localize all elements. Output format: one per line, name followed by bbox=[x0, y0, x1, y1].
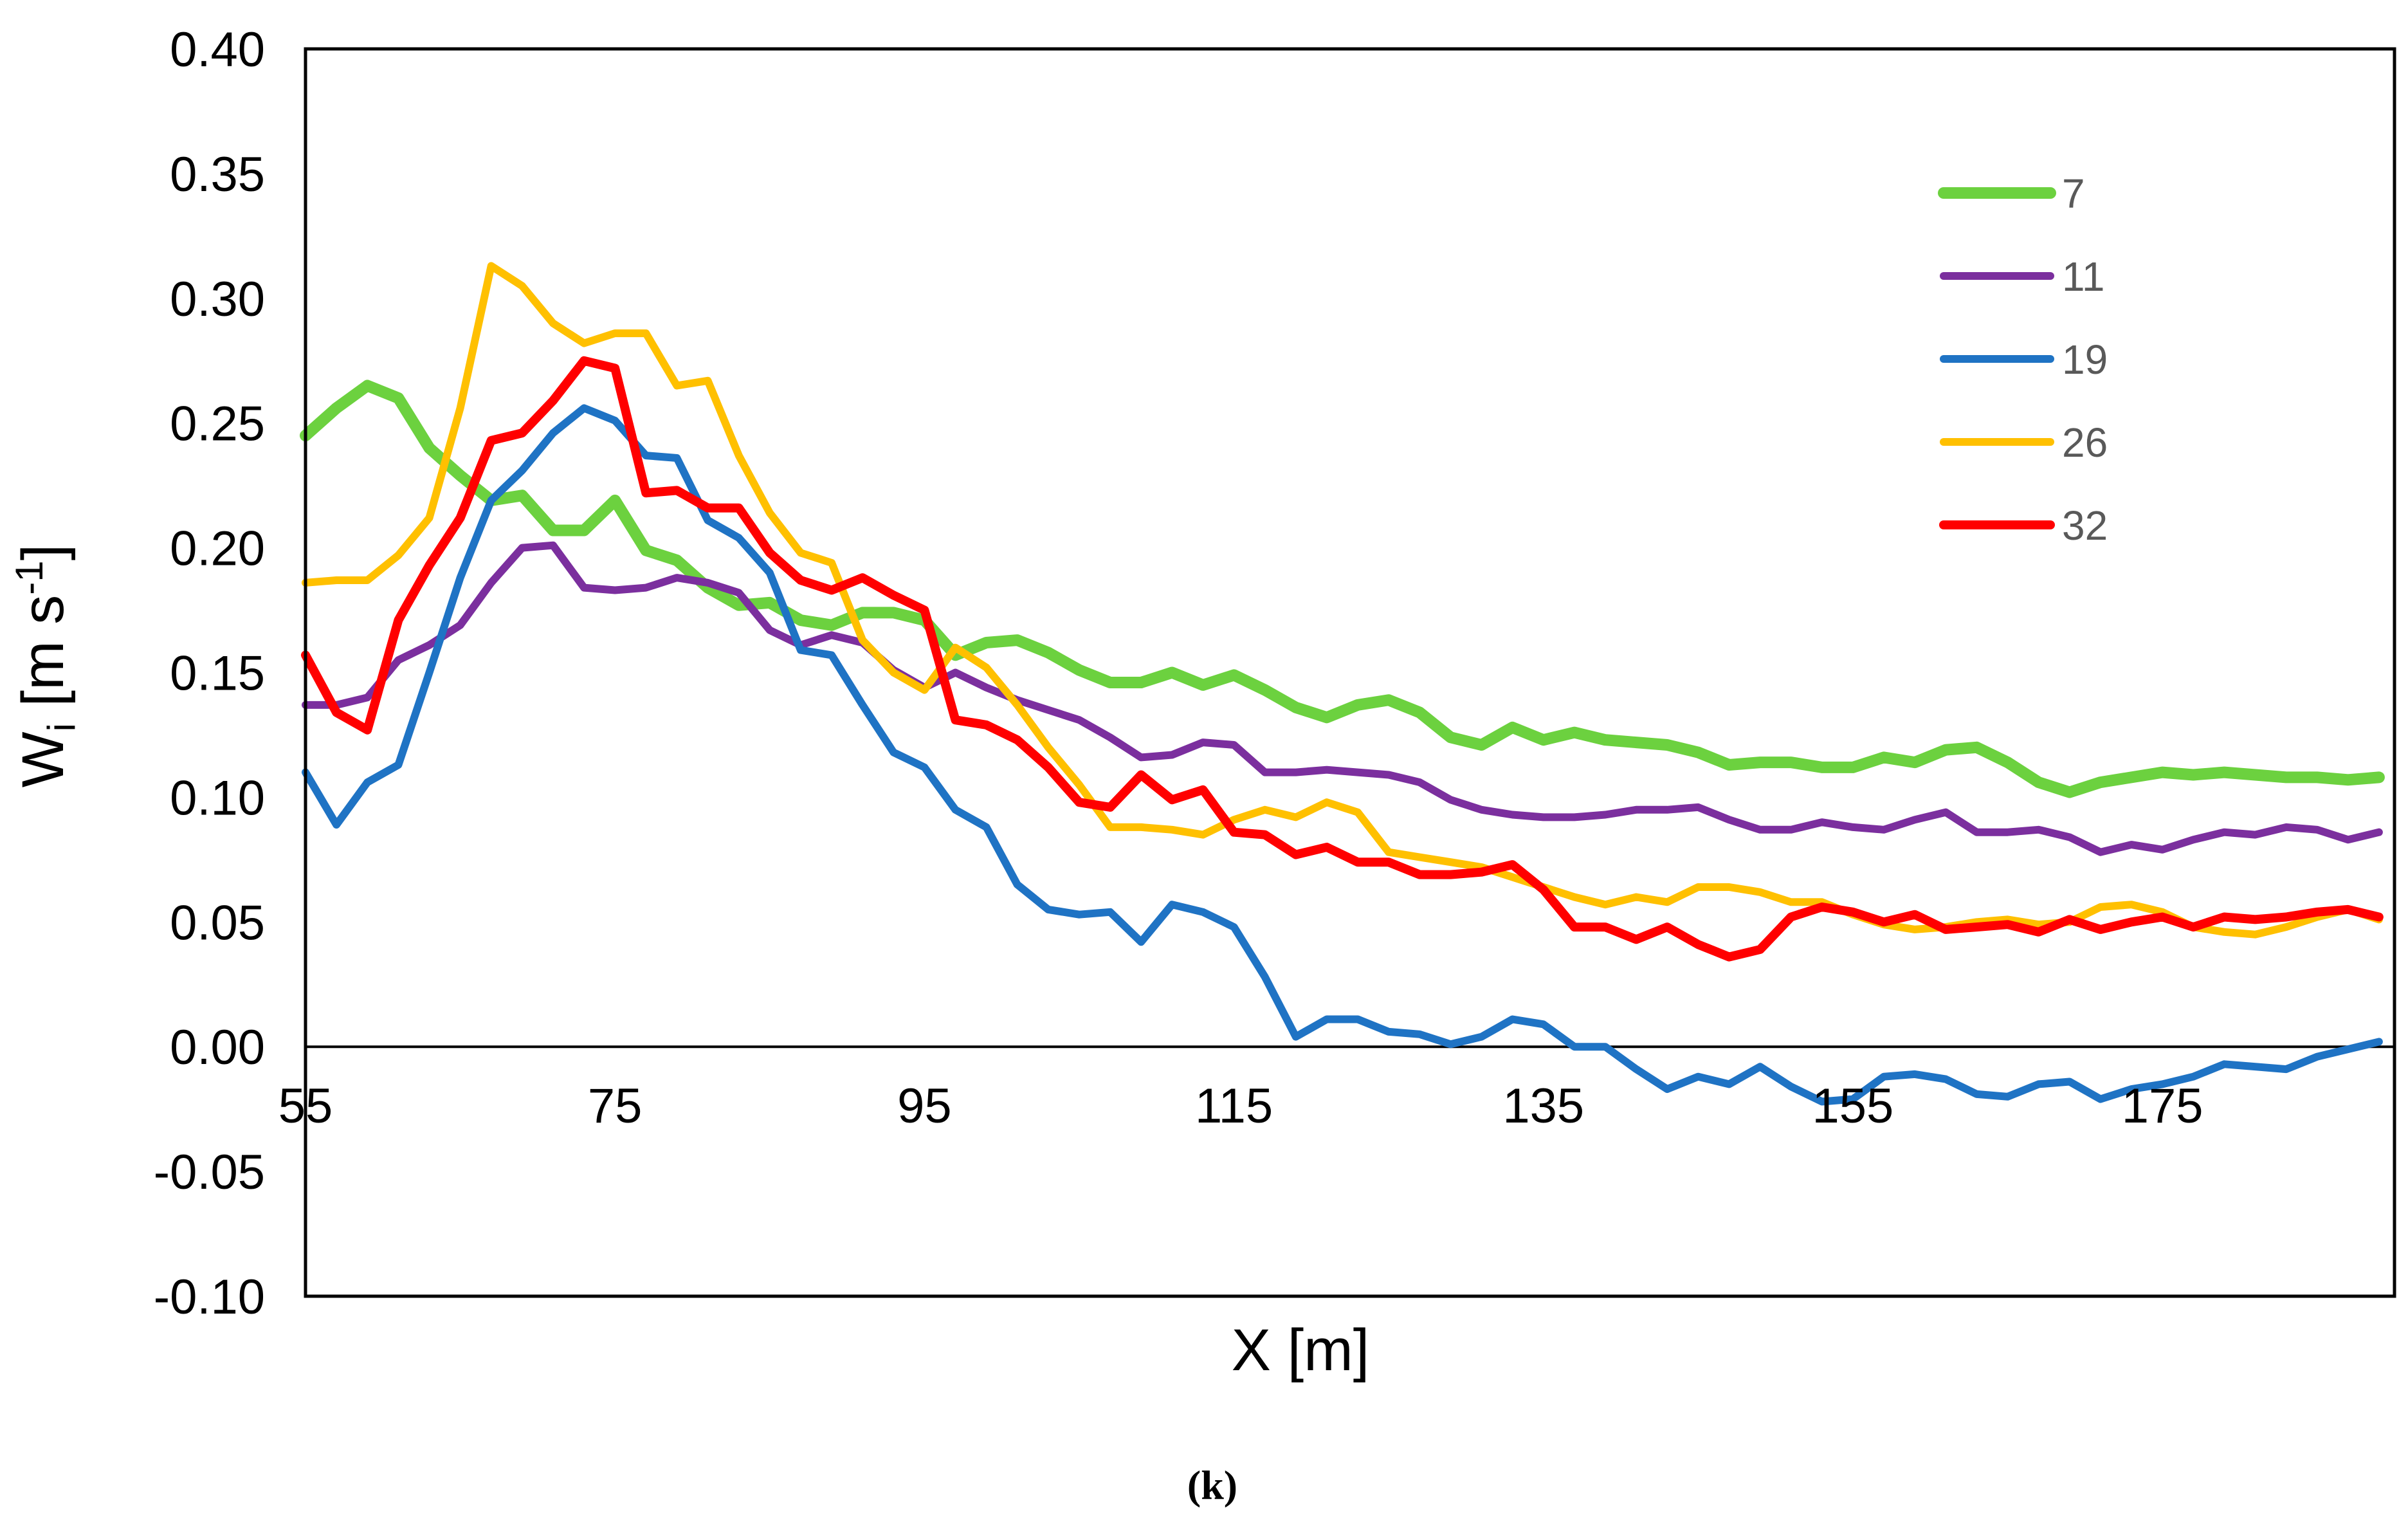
y-tick-label: 0.05 bbox=[170, 895, 265, 950]
x-tick-label: 175 bbox=[2122, 1079, 2203, 1133]
y-tick-label: 0.30 bbox=[170, 272, 265, 327]
legend-label-32: 32 bbox=[2062, 502, 2108, 549]
x-axis-ticks: 55 75 95 115 135 155 175 bbox=[278, 1079, 2203, 1133]
y-tick-label: 0.10 bbox=[170, 771, 265, 825]
y-axis-ticks: -0.10 -0.05 0.00 0.05 0.10 0.15 0.20 0.25 0.30 0.… bbox=[154, 23, 265, 1325]
y-axis-title-superscript: -1 bbox=[8, 560, 51, 594]
legend: 7 11 19 26 32 bbox=[1938, 170, 2108, 549]
series-line-26 bbox=[302, 262, 2383, 939]
y-tick-label: 0.25 bbox=[170, 397, 265, 452]
y-axis-title-unit: [m s bbox=[10, 595, 76, 723]
y-tick-label: 0.40 bbox=[170, 23, 265, 77]
y-tick-label: -0.10 bbox=[154, 1270, 265, 1325]
y-tick-label: 0.35 bbox=[170, 147, 265, 202]
y-tick-label: 0.20 bbox=[170, 522, 265, 576]
series-line-7 bbox=[300, 380, 2385, 798]
legend-label-7: 7 bbox=[2062, 170, 2085, 217]
y-axis-title: Wi [m s-1] bbox=[8, 544, 83, 787]
y-axis-title-subscript: i bbox=[40, 723, 83, 731]
x-tick-label: 135 bbox=[1502, 1079, 1584, 1133]
x-tick-label: 75 bbox=[588, 1079, 643, 1133]
x-tick-label: 115 bbox=[1195, 1079, 1273, 1133]
x-tick-label: 155 bbox=[1812, 1079, 1894, 1133]
series-line-19 bbox=[302, 404, 2383, 1106]
y-tick-label: -0.05 bbox=[154, 1145, 265, 1200]
legend-label-26: 26 bbox=[2062, 419, 2108, 466]
x-tick-label: 95 bbox=[897, 1079, 952, 1133]
series-layer bbox=[300, 262, 2385, 1106]
y-axis-title-unit-close: ] bbox=[10, 544, 76, 561]
x-axis-title: X [m] bbox=[1232, 1317, 1370, 1383]
plot-area-frame bbox=[304, 47, 2396, 1298]
series-line-11 bbox=[302, 541, 2383, 856]
legend-label-11: 11 bbox=[2062, 253, 2104, 300]
x-tick-label: 55 bbox=[278, 1079, 333, 1133]
figure-caption: (k) bbox=[1187, 1462, 1237, 1508]
y-axis-title-base: W bbox=[10, 731, 76, 787]
y-tick-label: 0.00 bbox=[170, 1020, 265, 1075]
legend-label-19: 19 bbox=[2062, 336, 2108, 383]
y-tick-label: 0.15 bbox=[170, 646, 265, 701]
series-line-32 bbox=[301, 356, 2384, 962]
